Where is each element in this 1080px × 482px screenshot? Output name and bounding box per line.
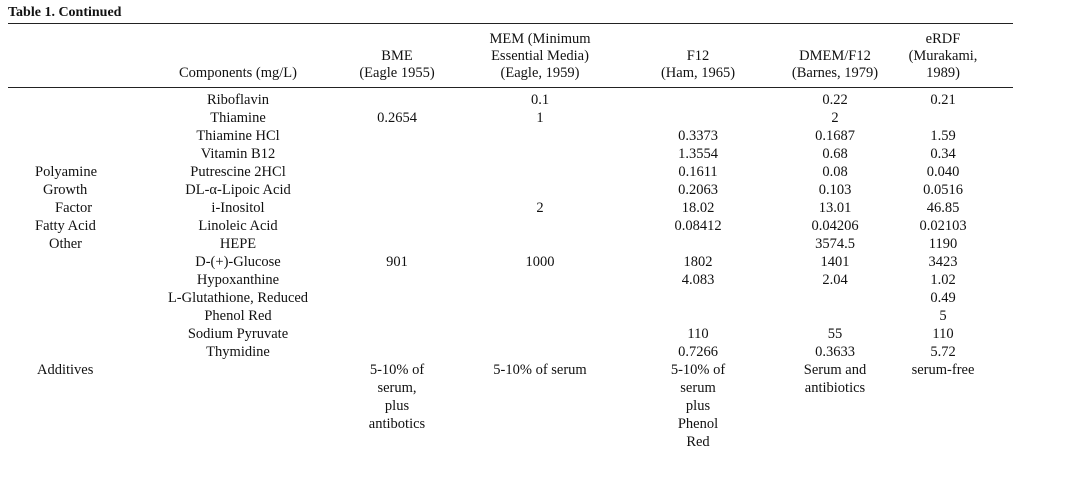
cell-f12: 0.3373: [678, 128, 718, 144]
cell-dmem-f12: 0.1687: [815, 128, 855, 144]
cell-f12: 0.7266: [678, 344, 718, 360]
component-name: D-(+)-Glucose: [195, 254, 281, 270]
category-label: Additives: [37, 362, 94, 378]
additive-f12: serum: [680, 380, 716, 396]
cell-dmem-f12: 0.08: [822, 164, 848, 180]
additive-dmem-f12: antibiotics: [804, 380, 866, 396]
cell-erdf: 0.02103: [919, 218, 967, 234]
component-name: DL-α-Lipoic Acid: [185, 182, 291, 198]
cell-f12: 1802: [683, 254, 713, 270]
category-label: Fatty Acid: [35, 218, 96, 234]
cell-dmem-f12: 2: [831, 110, 839, 126]
cell-f12: 110: [687, 326, 709, 342]
cell-mem: 1: [536, 110, 544, 126]
cell-erdf: 0.34: [930, 146, 956, 162]
additive-f12: 5-10% of: [670, 362, 726, 378]
component-name: Thymidine: [206, 344, 270, 360]
table-title: Table 1. Continued: [8, 5, 122, 20]
header-f12: F12: [686, 48, 710, 64]
additive-f12: Red: [686, 434, 710, 450]
cell-dmem-f12: 55: [827, 326, 843, 342]
cell-dmem-f12: 13.01: [818, 200, 852, 216]
cell-f12: 4.083: [681, 272, 715, 288]
cell-erdf: 3423: [928, 254, 958, 270]
additive-f12: Phenol: [677, 416, 719, 432]
cell-dmem-f12: 0.68: [822, 146, 848, 162]
header-dmem-f12: DMEM/F12: [799, 48, 871, 64]
category-label: Factor: [55, 200, 93, 216]
top-rule: [8, 23, 1013, 24]
component-name: Thiamine: [210, 110, 266, 126]
cell-dmem-f12: 2.04: [822, 272, 848, 288]
cell-f12: 1.3554: [678, 146, 718, 162]
header-bme: (Eagle 1955): [359, 65, 435, 81]
header-erdf: (Murakami,: [908, 48, 978, 64]
additive-bme: antibotics: [368, 416, 426, 432]
cell-erdf: 5.72: [930, 344, 956, 360]
additive-f12: plus: [685, 398, 711, 414]
component-name: L-Glutathione, Reduced: [167, 290, 309, 306]
cell-f12: 18.02: [681, 200, 715, 216]
cell-mem: 0.1: [530, 92, 550, 108]
cell-mem: 2: [536, 200, 544, 216]
cell-dmem-f12: 1401: [820, 254, 850, 270]
category-label: Growth: [43, 182, 88, 198]
cell-dmem-f12: 3574.5: [815, 236, 855, 252]
component-name: Thiamine HCl: [196, 128, 280, 144]
cell-erdf: 110: [932, 326, 954, 342]
cell-erdf: 46.85: [926, 200, 960, 216]
additive-bme: 5-10% of: [369, 362, 425, 378]
cell-erdf: 0.040: [926, 164, 960, 180]
cell-erdf: 0.21: [930, 92, 956, 108]
cell-dmem-f12: 0.103: [818, 182, 852, 198]
cell-erdf: 1.02: [930, 272, 956, 288]
header-erdf: eRDF: [925, 31, 961, 47]
cell-erdf: 0.49: [930, 290, 956, 306]
component-name: i-Inositol: [211, 200, 265, 216]
header-dmem-f12: (Barnes, 1979): [791, 65, 879, 81]
additive-bme: serum,: [377, 380, 417, 396]
cell-bme: 901: [386, 254, 408, 270]
header-mem: MEM (Minimum: [489, 31, 591, 47]
header-mem: Essential Media): [491, 48, 589, 64]
component-name: Sodium Pyruvate: [187, 326, 289, 342]
cell-dmem-f12: 0.22: [822, 92, 848, 108]
header-f12: (Ham, 1965): [660, 65, 736, 81]
component-name: Putrescine 2HCl: [190, 164, 286, 180]
component-name: Phenol Red: [204, 308, 272, 324]
component-name: Linoleic Acid: [198, 218, 278, 234]
component-name: Vitamin B12: [200, 146, 276, 162]
cell-erdf: 0.0516: [923, 182, 963, 198]
cell-f12: 0.08412: [674, 218, 722, 234]
component-name: Hypoxanthine: [196, 272, 280, 288]
header-rule: [8, 87, 1013, 88]
cell-bme: 0.2654: [377, 110, 417, 126]
header-erdf: 1989): [926, 65, 960, 81]
header-mem: (Eagle, 1959): [500, 65, 580, 81]
category-label: Other: [49, 236, 83, 252]
cell-erdf: 1190: [928, 236, 958, 252]
cell-mem: 1000: [525, 254, 555, 270]
additive-erdf: serum-free: [911, 362, 975, 378]
cell-erdf: 1.59: [930, 128, 956, 144]
cell-erdf: 5: [939, 308, 947, 324]
additive-bme: plus: [384, 398, 410, 414]
header-components: Components (mg/L): [178, 65, 298, 81]
cell-f12: 0.2063: [678, 182, 718, 198]
additive-mem: 5-10% of serum: [493, 362, 587, 378]
header-bme: BME: [381, 48, 413, 64]
component-name: Riboflavin: [206, 92, 270, 108]
component-name: HEPE: [219, 236, 257, 252]
category-label: Polyamine: [35, 164, 98, 180]
additive-dmem-f12: Serum and: [803, 362, 867, 378]
cell-f12: 0.1611: [678, 164, 718, 180]
cell-dmem-f12: 0.3633: [815, 344, 855, 360]
cell-dmem-f12: 0.04206: [811, 218, 859, 234]
